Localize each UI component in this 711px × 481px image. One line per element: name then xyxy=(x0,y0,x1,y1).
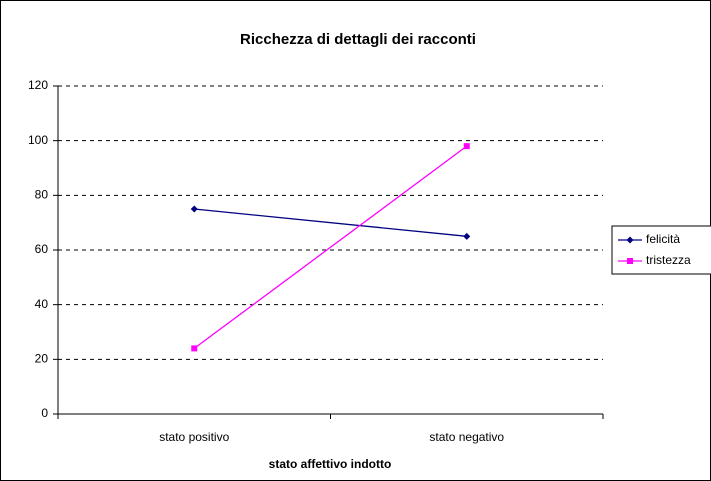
marker xyxy=(191,345,198,352)
chart-title: Ricchezza di dettagli dei racconti xyxy=(240,31,476,48)
marker xyxy=(463,143,470,150)
series-line xyxy=(194,208,467,237)
y-tick-label: 100 xyxy=(28,133,48,147)
y-tick-label: 80 xyxy=(35,188,49,202)
x-tick-label: stato positivo xyxy=(159,430,229,444)
legend-label: felicità xyxy=(646,232,680,246)
x-tick-label: stato negativo xyxy=(429,430,504,444)
y-tick-label: 0 xyxy=(41,406,48,420)
marker xyxy=(190,205,198,213)
legend-label: tristezza xyxy=(646,253,691,267)
y-tick-label: 60 xyxy=(35,242,49,256)
marker xyxy=(463,232,471,240)
marker xyxy=(626,236,634,244)
series-line xyxy=(193,145,468,349)
marker xyxy=(627,258,633,264)
y-tick-label: 120 xyxy=(28,78,48,92)
y-tick-label: 20 xyxy=(35,352,49,366)
legend-box xyxy=(611,225,711,275)
x-axis-title: stato affettivo indotto xyxy=(269,457,392,471)
y-tick-label: 40 xyxy=(35,297,49,311)
